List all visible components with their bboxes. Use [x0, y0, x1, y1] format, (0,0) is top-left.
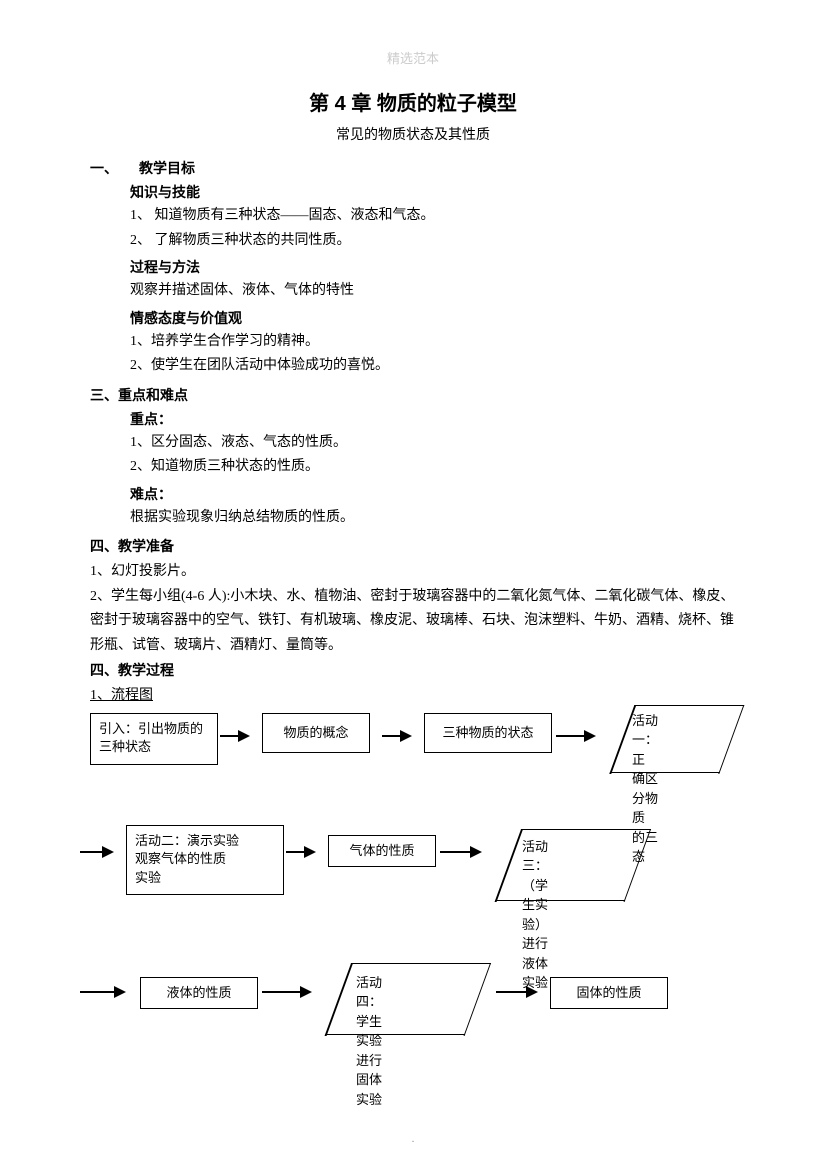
chapter-subtitle: 常见的物质状态及其性质	[90, 124, 736, 144]
activity-2-line-3: 实验	[135, 870, 161, 885]
page-container: 精选范本 第 4 章 物质的粒子模型 常见的物质状态及其性质 一、 教学目标 知…	[0, 0, 826, 1173]
page-marker: .	[0, 1134, 826, 1145]
arrow-icon	[496, 991, 536, 993]
section-1-sub-process: 过程与方法	[130, 257, 736, 277]
s1-line-4: 1、培养学生合作学习的精神。	[130, 330, 736, 355]
flow-node-three-states: 三种物质的状态	[424, 713, 552, 753]
section-1-header: 一、 教学目标	[90, 158, 736, 178]
watermark-text: 精选范本	[90, 48, 736, 67]
s3-line-3: 根据实验现象归纳总结物质的性质。	[130, 506, 736, 531]
section-3-header: 三、重点和难点	[90, 385, 736, 405]
s1-line-3: 观察并描述固体、液体、气体的特性	[130, 279, 736, 304]
section-5-header: 四、教学过程	[90, 660, 736, 680]
section-1-sub-affect: 情感态度与价值观	[130, 308, 736, 328]
s4-line-1: 1、幻灯投影片。	[90, 560, 736, 585]
s1-line-5: 2、使学生在团队活动中体验成功的喜悦。	[130, 354, 736, 379]
arrow-icon	[382, 735, 410, 737]
flow-node-intro: 引入：引出物质的三种状态	[90, 713, 218, 765]
activity-2-line-1: 活动二：演示实验	[135, 833, 239, 848]
activity-4-line-1: 活动四：	[356, 975, 382, 1010]
section-3-sub-difficult: 难点：	[130, 484, 736, 504]
activity-2-line-2: 观察气体的性质	[135, 851, 226, 866]
activity-4-line-3: 进行固体实验	[356, 1053, 382, 1107]
arrow-icon	[556, 735, 594, 737]
arrow-icon	[80, 851, 112, 853]
activity-3-line-2: （学生实验）	[522, 878, 548, 932]
s4-line-2: 2、学生每小组(4-6 人):小木块、水、植物油、密封于玻璃容器中的二氧化氮气体…	[90, 585, 736, 659]
arrow-icon	[262, 991, 310, 993]
activity-3-line-1: 活动三：	[522, 839, 548, 874]
flow-node-solid-property: 固体的性质	[550, 977, 668, 1010]
arrow-icon	[286, 851, 314, 853]
flow-node-gas-property: 气体的性质	[328, 835, 436, 868]
section-1-sub-knowledge: 知识与技能	[130, 182, 736, 202]
s1-line-2: 2、 了解物质三种状态的共同性质。	[130, 229, 736, 254]
s3-line-2: 2、知道物质三种状态的性质。	[130, 455, 736, 480]
flow-node-activity-2: 活动二：演示实验 观察气体的性质 实验	[126, 825, 284, 896]
s3-line-1: 1、区分固态、液态、气态的性质。	[130, 431, 736, 456]
section-3-sub-key: 重点：	[130, 409, 736, 429]
activity-3-line-3: 进行液体实验	[522, 936, 548, 990]
chapter-title: 第 4 章 物质的粒子模型	[90, 87, 736, 116]
activity-1-line-1: 活动一：正	[632, 713, 658, 767]
activity-1-line-2: 确区分物质	[632, 771, 658, 825]
flowchart: 引入：引出物质的三种状态 物质的概念 三种物质的状态 活动一：正 确区分物质 的…	[90, 713, 750, 1133]
arrow-icon	[220, 735, 248, 737]
flow-node-liquid-property: 液体的性质	[140, 977, 258, 1010]
arrow-icon	[440, 851, 480, 853]
flow-node-concept: 物质的概念	[262, 713, 370, 753]
arrow-icon	[80, 991, 124, 993]
section-4-header: 四、教学准备	[90, 536, 736, 556]
s1-line-1: 1、 知道物质有三种状态——固态、液态和气态。	[130, 204, 736, 229]
activity-4-line-2: 学生实验	[356, 1014, 382, 1049]
